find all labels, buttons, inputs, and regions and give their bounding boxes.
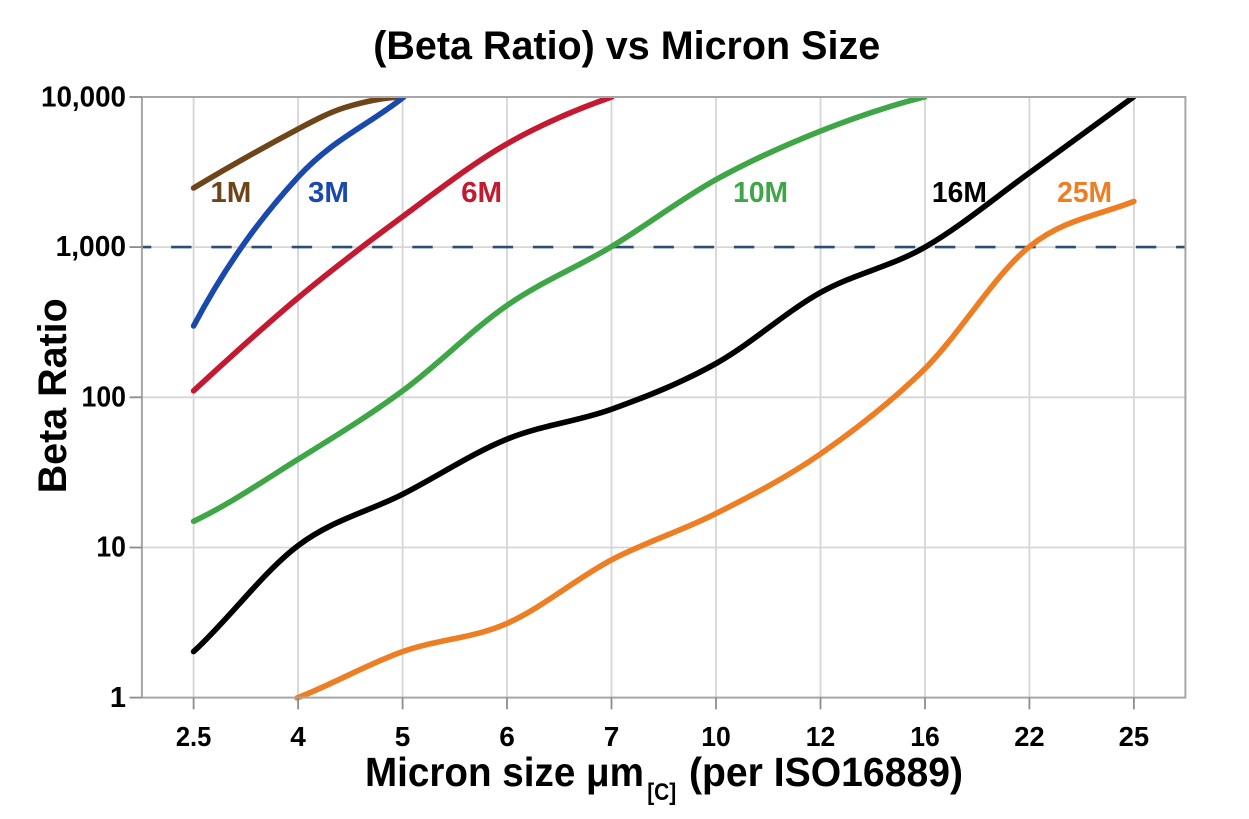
svg-text:[C]: [C]	[647, 779, 676, 806]
svg-text:5: 5	[395, 721, 411, 752]
svg-text:(per ISO16889): (per ISO16889)	[689, 749, 963, 795]
svg-text:Micron size μm: Micron size μm	[365, 749, 644, 795]
svg-text:1: 1	[110, 682, 126, 714]
svg-text:4: 4	[290, 721, 306, 752]
svg-text:10: 10	[96, 532, 126, 564]
svg-text:2.5: 2.5	[176, 721, 212, 752]
svg-text:10: 10	[701, 721, 731, 752]
svg-text:16M: 16M	[932, 177, 987, 209]
svg-text:(Beta Ratio) vs Micron Size: (Beta Ratio) vs Micron Size	[373, 24, 880, 68]
svg-text:10M: 10M	[733, 177, 788, 209]
svg-text:6: 6	[499, 721, 515, 752]
svg-text:12: 12	[806, 721, 836, 752]
svg-text:100: 100	[82, 381, 127, 413]
svg-text:22: 22	[1014, 721, 1045, 752]
svg-text:1,000: 1,000	[56, 231, 126, 263]
svg-text:25M: 25M	[1057, 177, 1112, 209]
svg-text:7: 7	[604, 721, 620, 752]
svg-text:1M: 1M	[210, 177, 251, 209]
svg-text:25: 25	[1119, 721, 1150, 752]
svg-text:10,000: 10,000	[41, 81, 126, 113]
svg-text:Beta Ratio: Beta Ratio	[31, 298, 75, 493]
svg-text:3M: 3M	[308, 177, 349, 209]
svg-text:6M: 6M	[461, 177, 502, 209]
svg-text:16: 16	[910, 721, 940, 752]
